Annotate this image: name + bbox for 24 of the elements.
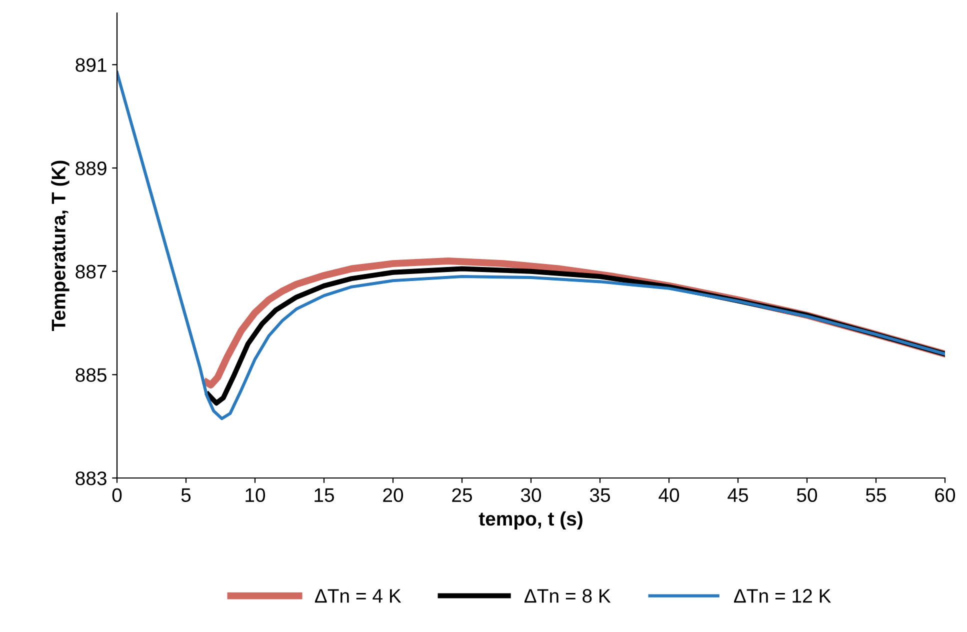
x-axis-title: tempo, t (s) bbox=[478, 511, 582, 530]
x-tick-label: 45 bbox=[728, 488, 748, 502]
line-series bbox=[117, 70, 945, 420]
x-tick-label: 5 bbox=[181, 488, 191, 502]
x-tick-label: 40 bbox=[658, 488, 680, 502]
x-tick-label: 35 bbox=[590, 488, 610, 502]
legend-label: ΔTn = 12 K bbox=[734, 589, 832, 603]
x-tick-label: 15 bbox=[314, 488, 334, 502]
legend-label: ΔTn = 4 K bbox=[314, 589, 402, 603]
y-tick-label: 887 bbox=[76, 264, 106, 279]
y-tick-label: 891 bbox=[76, 58, 106, 72]
y-axis-title: Temperatura, T (K) bbox=[51, 160, 70, 331]
x-tick-label: 55 bbox=[866, 488, 886, 502]
x-tick-label: 10 bbox=[246, 488, 266, 502]
y-tick-label: 889 bbox=[76, 161, 106, 176]
x-tick-label: 30 bbox=[520, 488, 542, 502]
legend-label: ΔTn = 8 K bbox=[524, 589, 611, 603]
x-tick-label: 0 bbox=[112, 488, 122, 502]
x-tick-label: 50 bbox=[796, 488, 818, 502]
x-tick-label: 20 bbox=[383, 488, 404, 502]
x-tick-label: 25 bbox=[452, 488, 472, 502]
x-tick-label: 60 bbox=[935, 488, 956, 502]
y-tick-label: 885 bbox=[76, 368, 106, 382]
y-tick-label: 883 bbox=[76, 471, 106, 486]
